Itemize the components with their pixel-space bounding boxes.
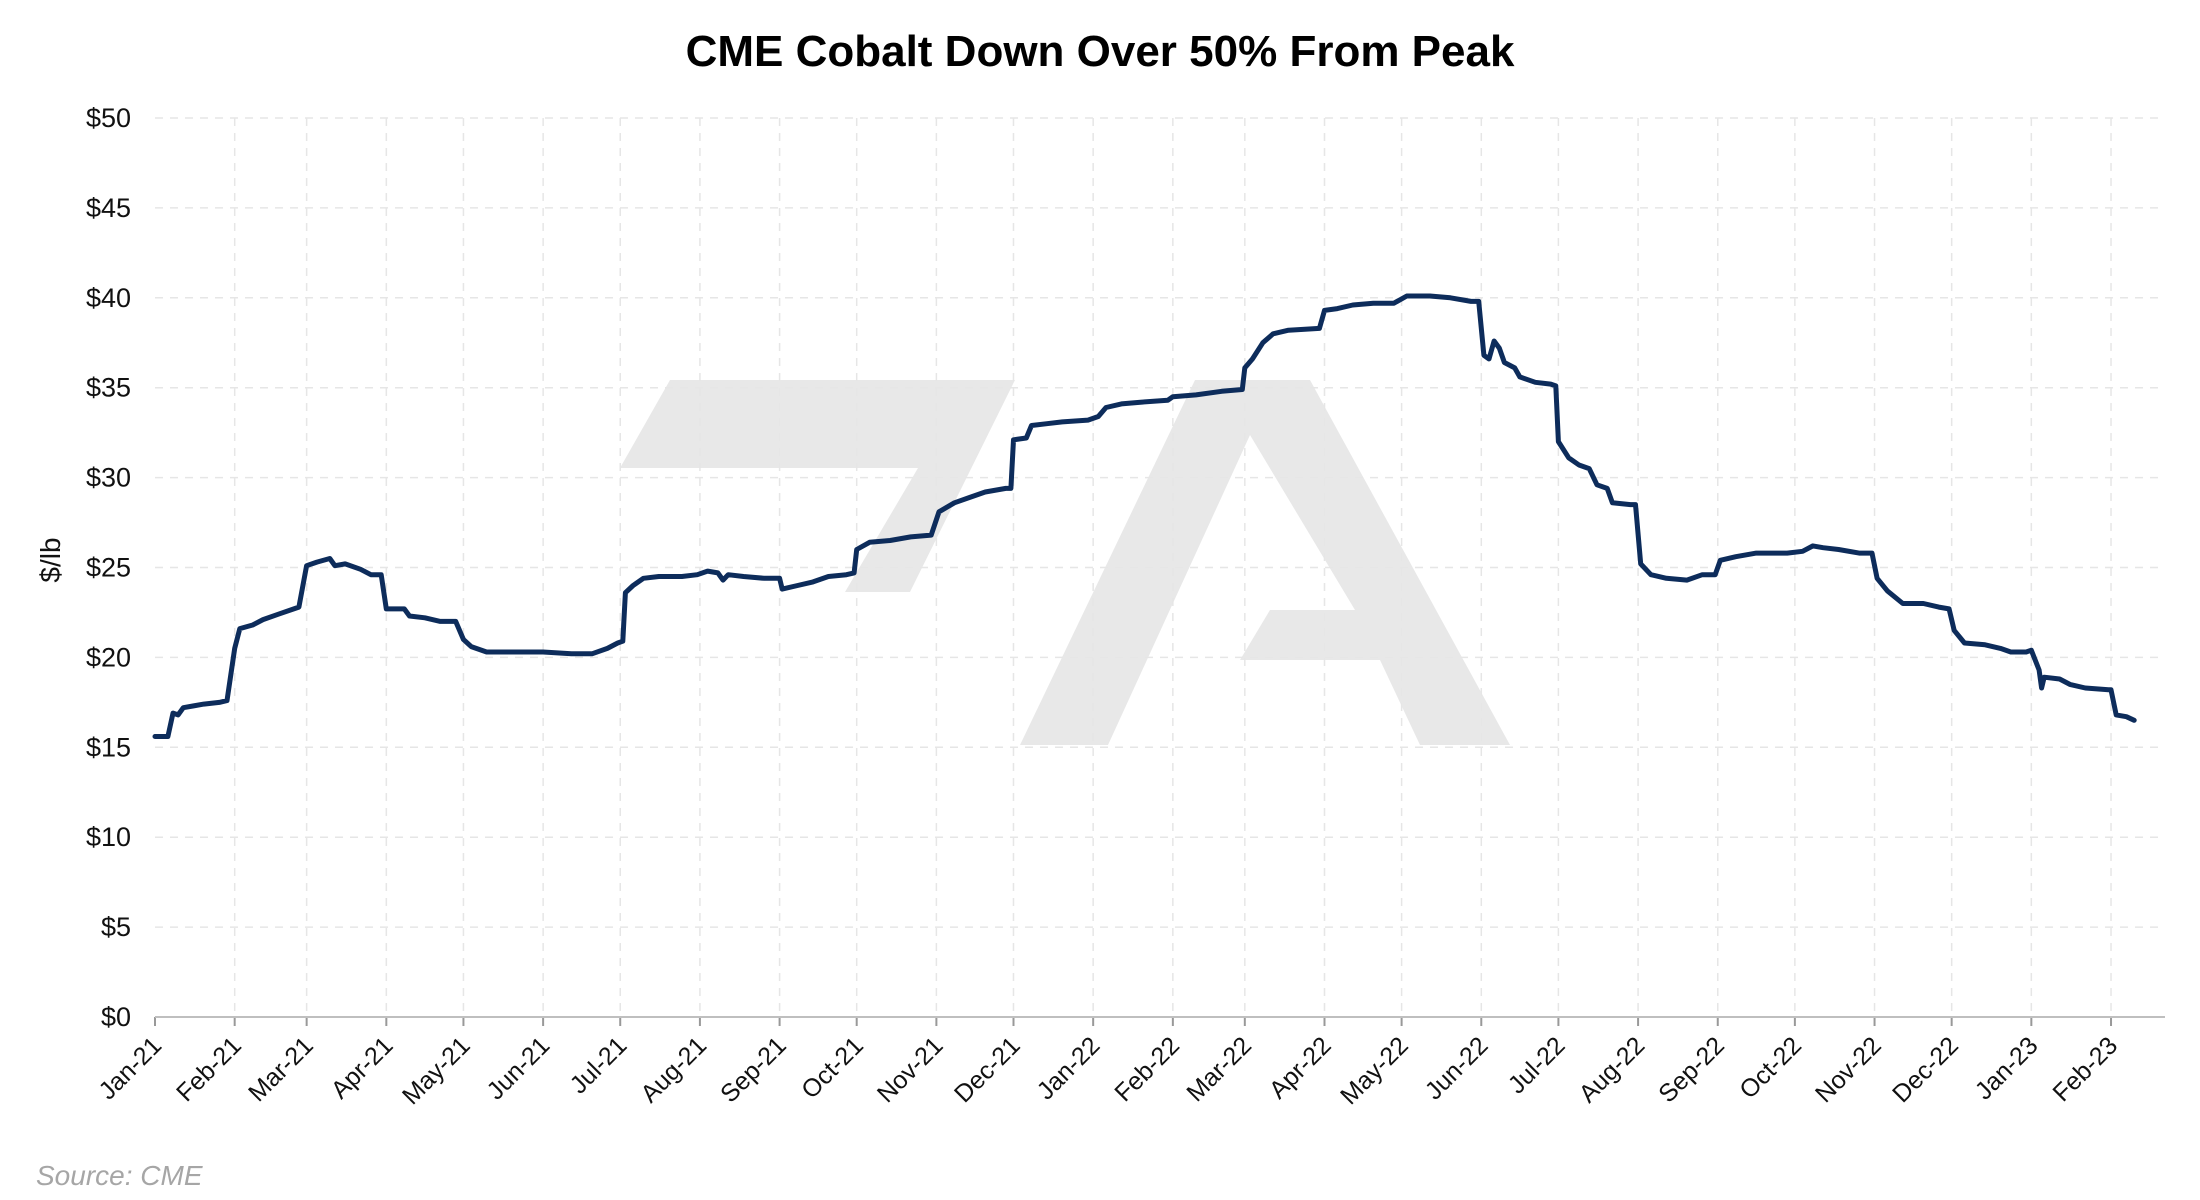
x-tick-label: Aug-21: [635, 1031, 712, 1108]
y-tick-label: $50: [86, 103, 131, 133]
axes: [154, 1016, 2165, 1026]
x-tick-label: Mar-21: [243, 1031, 319, 1107]
x-tick-label: Aug-22: [1574, 1031, 1651, 1108]
series-layer: [152, 293, 2137, 739]
watermark-logo: [620, 380, 1510, 745]
x-tick-label: Jan-21: [93, 1031, 167, 1105]
x-tick-label: Oct-21: [796, 1031, 869, 1104]
y-tick-label: $35: [86, 373, 131, 403]
y-tick-label: $5: [101, 912, 131, 942]
x-tick-label: Apr-21: [326, 1031, 399, 1104]
x-tick-label: Jan-22: [1032, 1031, 1106, 1105]
x-tick-label: Feb-22: [1109, 1031, 1185, 1107]
x-tick-label: Sep-22: [1653, 1031, 1730, 1108]
x-tick-label: Mar-22: [1181, 1031, 1257, 1107]
x-tick-label: Dec-21: [949, 1031, 1026, 1108]
x-tick-label: Dec-22: [1887, 1031, 1964, 1108]
y-tick-label: $30: [86, 463, 131, 493]
x-tick-label: Feb-23: [2047, 1031, 2123, 1107]
x-tick-label: Jun-21: [482, 1031, 556, 1105]
y-axis-label: $/lb: [35, 537, 66, 582]
x-tick-label: Sep-21: [715, 1031, 792, 1108]
y-tick-label: $45: [86, 193, 131, 223]
chart-title: CME Cobalt Down Over 50% From Peak: [686, 27, 1515, 76]
x-tick-label: Jun-22: [1420, 1031, 1494, 1105]
x-tick-label: May-21: [397, 1031, 476, 1110]
x-tick-label: Nov-22: [1810, 1031, 1887, 1108]
y-tick-label: $25: [86, 553, 131, 583]
x-tick-label: Feb-21: [171, 1031, 247, 1107]
series-line: [152, 293, 2137, 739]
x-tick-label: Nov-21: [872, 1031, 949, 1108]
y-tick-label: $15: [86, 732, 131, 762]
y-tick-label: $0: [101, 1002, 131, 1032]
x-tick-label: Jul-21: [565, 1031, 633, 1099]
x-tick-label: Oct-22: [1734, 1031, 1807, 1104]
source-note: Source: CME: [36, 1160, 203, 1191]
x-tick-label: Jan-23: [1970, 1031, 2044, 1105]
y-tick-label: $10: [86, 822, 131, 852]
y-tick-label: $40: [86, 283, 131, 313]
grid-lines: [155, 117, 2165, 1017]
y-tick-labels: $0 $5 $10 $15 $20 $25 $30 $35 $40 $45 $50: [86, 103, 131, 1032]
x-tick-label: May-22: [1335, 1031, 1414, 1110]
x-tick-label: Jul-22: [1503, 1031, 1571, 1099]
x-tick-label: Apr-22: [1264, 1031, 1337, 1104]
y-tick-label: $20: [86, 642, 131, 672]
